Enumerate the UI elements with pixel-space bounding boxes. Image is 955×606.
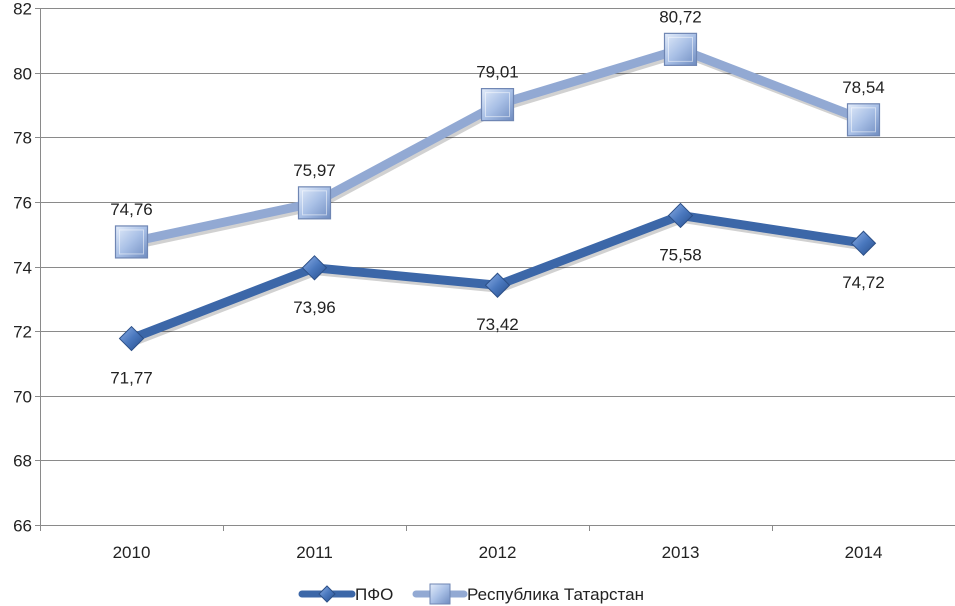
legend: ПФО Республика Татарстан [298,583,644,605]
y-tick-label: 74 [13,259,32,278]
data-label-series-1-2010: 74,76 [110,200,153,219]
data-label-series-1-2011: 75,97 [293,161,336,180]
y-tick-label: 80 [13,65,32,84]
marker-bevel [302,190,327,216]
data-label-series-0-2014: 74,72 [842,273,885,292]
y-tick-label: 76 [13,194,32,213]
series-1-marker-2010 [114,225,149,259]
marker-bevel [119,229,144,255]
series-0-marker-2014 [850,230,877,256]
series-1-marker-2014 [846,103,881,137]
data-label-series-1-2012: 79,01 [476,63,519,82]
y-tick-label: 82 [13,0,32,19]
series-0-marker-2012 [484,272,511,298]
data-labels: 71,77 73,96 73,42 75,58 74,72 74,76 75,97 79,01… [110,7,885,387]
y-tick-label: 70 [13,388,32,407]
data-label-series-1-2014: 78,54 [842,78,885,97]
marker-bevel [485,92,510,118]
data-label-series-0-2011: 73,96 [293,298,336,317]
legend-label-0: ПФО [355,585,393,604]
legend-square-icon [429,583,451,605]
y-tick-label: 66 [13,517,32,536]
x-tick-label-2012: 2012 [479,543,517,562]
series-0-marker-2011 [301,255,328,281]
marker-bevel [668,36,693,62]
data-label-series-0-2010: 71,77 [110,369,153,388]
series-0-marker-2010 [118,325,145,352]
series-0-marker-2013 [667,202,694,229]
series-1-marker-2013 [663,32,698,66]
marker-bevel [851,107,876,133]
x-tick-label-2013: 2013 [662,543,700,562]
y-tick-label: 78 [13,129,32,148]
series-markers [114,32,881,352]
data-label-series-0-2012: 73,42 [476,315,519,334]
data-label-series-1-2013: 80,72 [659,7,702,26]
x-tick-label-2014: 2014 [845,543,883,562]
series-1-marker-2011 [297,186,332,220]
legend-diamond-icon [318,585,336,603]
data-label-series-0-2013: 75,58 [659,245,702,264]
y-tick-label: 68 [13,452,32,471]
gridlines [40,8,955,526]
axes: 66 68 70 72 74 76 78 80 82 2010 2011 2012 2013 2014 [13,0,883,562]
x-tick-label-2011: 2011 [296,543,333,562]
series-1-marker-2012 [480,88,515,122]
legend-label-1: Республика Татарстан [467,585,644,604]
x-tick-label-2010: 2010 [113,543,151,562]
y-tick-label: 72 [13,323,32,342]
